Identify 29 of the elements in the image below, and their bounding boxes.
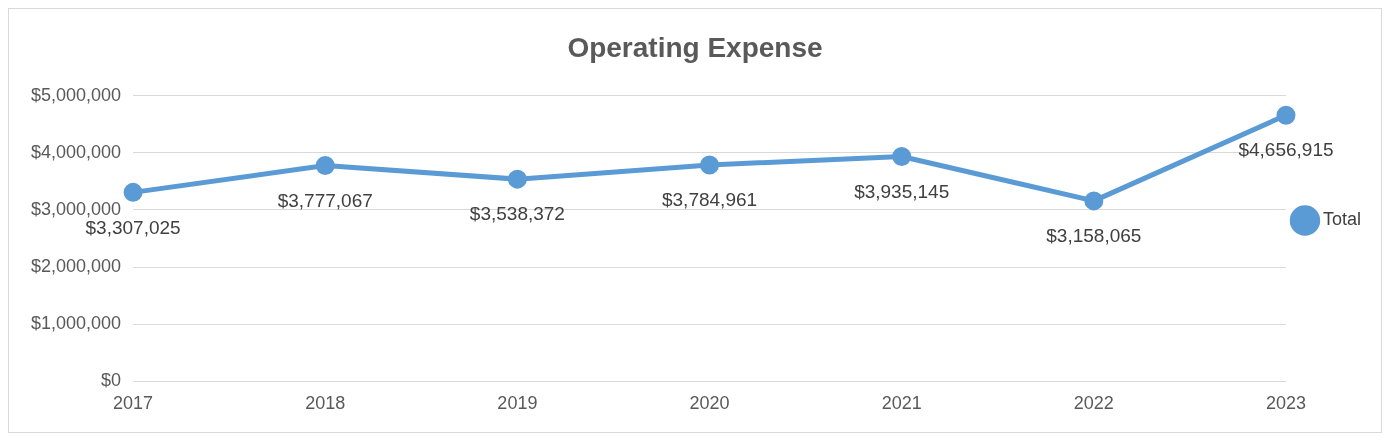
data-label: $4,656,915 — [1238, 139, 1334, 161]
x-tick-label: 2023 — [1265, 393, 1306, 414]
y-tick-label: $5,000,000 — [30, 84, 122, 105]
data-label: $3,307,025 — [85, 216, 181, 238]
point — [315, 156, 335, 175]
y-tick-label: $0 — [101, 370, 122, 391]
y-tick-label: $2,000,000 — [30, 256, 122, 277]
x-tick-label: 2022 — [1073, 393, 1114, 414]
data-label: $3,784,961 — [661, 189, 758, 211]
data-label: $3,538,372 — [469, 203, 565, 225]
chart-title: Operating Expense — [567, 31, 823, 63]
x-tick-label: 2021 — [881, 393, 922, 414]
point — [1276, 105, 1296, 125]
data-label: $3,158,065 — [1046, 225, 1142, 247]
point — [892, 146, 912, 166]
point — [123, 182, 143, 202]
data-label: $3,935,145 — [854, 180, 950, 202]
x-tick-label: 2020 — [689, 393, 730, 414]
legend-label: Total — [1322, 209, 1362, 230]
x-tick-label: 2019 — [497, 393, 538, 414]
data-label: $3,777,067 — [277, 189, 373, 211]
y-tick-label: $1,000,000 — [30, 313, 122, 334]
y-tick-label: $4,000,000 — [30, 141, 122, 162]
x-tick-label: 2017 — [113, 393, 154, 414]
point — [700, 155, 720, 175]
point — [507, 169, 527, 189]
x-tick-label: 2018 — [305, 393, 346, 414]
y-tick-label: $3,000,000 — [30, 198, 122, 219]
point — [1084, 191, 1104, 211]
